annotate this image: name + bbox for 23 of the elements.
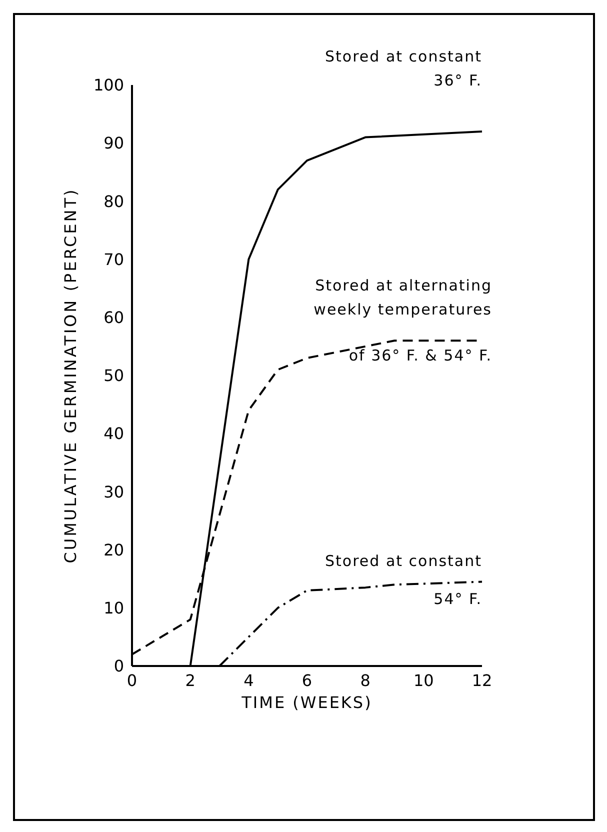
text: Stored at constant 54° F.: [325, 552, 482, 608]
x-tick-label: 12: [472, 671, 492, 690]
x-tick-label: 0: [126, 671, 138, 690]
text: Stored at alternating weekly temperatures of 36° F. & 54° F.: [314, 276, 492, 365]
y-tick-label: 0: [114, 656, 124, 676]
x-axis-title: TIME (WEEKS): [240, 693, 372, 712]
y-tick-label: 80: [104, 192, 124, 211]
x-tick-label: 2: [185, 671, 196, 690]
x-tick-label: 6: [302, 671, 312, 690]
y-tick-label: 60: [104, 308, 124, 327]
x-tick-label: 10: [413, 671, 434, 690]
y-tick-label: 30: [104, 482, 124, 502]
y-tick-label: 40: [104, 424, 124, 444]
y-tick-label: 20: [104, 540, 124, 560]
text: Stored at constant 36° F.: [325, 47, 482, 90]
y-tick-label: 90: [104, 134, 124, 153]
x-tick-label: 4: [244, 671, 254, 690]
x-tick-label: 8: [360, 671, 370, 690]
y-axis-title: CUMULATIVE GERMINATION (PERCENT): [61, 188, 80, 564]
y-tick-label: 100: [93, 76, 124, 95]
y-tick-label: 50: [104, 366, 124, 386]
y-tick-label: 10: [104, 598, 124, 618]
y-tick-label: 70: [104, 250, 124, 269]
